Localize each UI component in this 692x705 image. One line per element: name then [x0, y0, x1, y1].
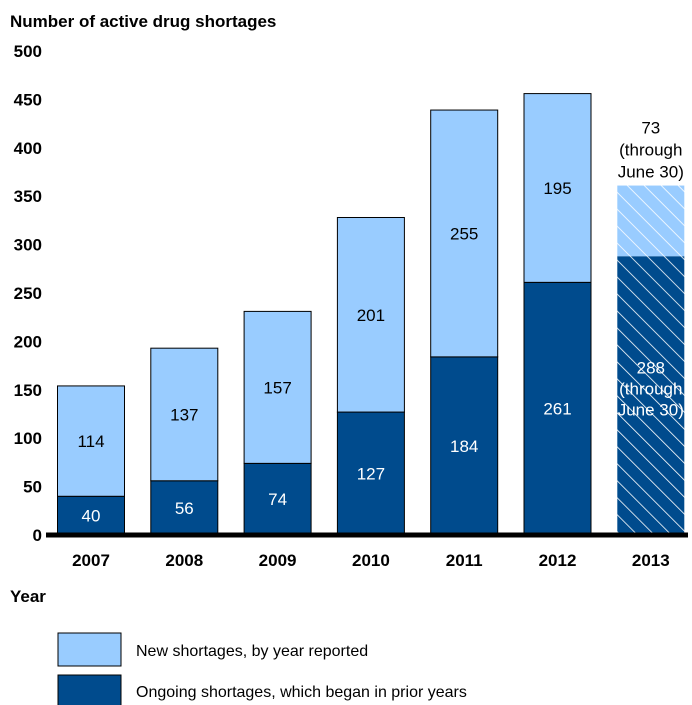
data-label-new-2013: 73 — [641, 119, 660, 138]
x-tick-label: 2009 — [259, 551, 297, 570]
y-tick-label: 150 — [14, 381, 42, 400]
legend-label-new: New shortages, by year reported — [136, 643, 368, 660]
legend: New shortages, by year reported Ongoing … — [57, 632, 467, 705]
legend-swatch-ongoing — [57, 674, 122, 705]
data-label-new: 201 — [357, 306, 385, 325]
y-axis-title: Number of active drug shortages — [10, 12, 276, 31]
data-label-new-2013: June 30) — [618, 163, 684, 182]
y-tick-label: 0 — [33, 526, 42, 545]
data-label-ongoing-2013: 288 — [637, 359, 665, 378]
data-label-new-2013: (through — [619, 141, 682, 160]
data-label-ongoing: 74 — [268, 490, 287, 509]
x-tick-label: 2010 — [352, 551, 390, 570]
data-label-ongoing: 184 — [450, 437, 478, 456]
bar-new-2013 — [617, 185, 685, 257]
x-tick-label: 2008 — [165, 551, 203, 570]
y-tick-label: 350 — [14, 187, 42, 206]
y-tick-label: 200 — [14, 332, 42, 351]
bar-new-2007 — [57, 385, 125, 497]
y-tick-label: 300 — [14, 236, 42, 255]
legend-swatch-new — [57, 632, 122, 667]
legend-label-ongoing: Ongoing shortages, which began in prior … — [136, 684, 467, 701]
x-tick-label: 2011 — [446, 551, 483, 570]
data-label-ongoing-2013: June 30) — [618, 401, 684, 420]
bar-new-2010 — [336, 216, 405, 413]
bar-ongoing-2012 — [523, 281, 592, 536]
bar-new-2009 — [243, 310, 312, 464]
bar-ongoing-2007 — [57, 495, 125, 536]
data-label-ongoing: 261 — [543, 400, 571, 419]
bar-new-2008 — [150, 347, 219, 482]
data-label-ongoing: 127 — [357, 465, 385, 484]
y-tick-label: 50 — [23, 478, 42, 497]
x-axis-title: Year — [10, 587, 46, 606]
y-tick-label: 500 — [14, 42, 42, 61]
data-label-ongoing: 40 — [82, 507, 101, 526]
x-tick-label: 2013 — [632, 551, 670, 570]
data-label-new: 137 — [170, 405, 198, 424]
y-tick-label: 450 — [14, 90, 42, 109]
data-label-new: 114 — [77, 432, 104, 451]
bar-new-2012 — [523, 93, 592, 283]
data-label-new: 157 — [263, 378, 291, 397]
x-tick-label: 2012 — [539, 551, 577, 570]
data-label-new: 195 — [543, 179, 571, 198]
data-label-ongoing-2013: (through — [619, 380, 682, 399]
data-label-new: 255 — [450, 224, 478, 243]
bar-ongoing-2013 — [617, 256, 685, 535]
bar-new-2011 — [430, 109, 499, 358]
y-tick-label: 100 — [14, 429, 42, 448]
x-tick-label: 2007 — [72, 551, 110, 570]
y-tick-label: 250 — [14, 284, 42, 303]
y-tick-label: 400 — [14, 139, 42, 158]
data-label-ongoing: 56 — [175, 499, 194, 518]
